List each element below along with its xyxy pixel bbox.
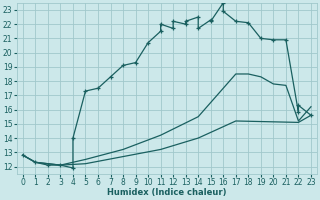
X-axis label: Humidex (Indice chaleur): Humidex (Indice chaleur) [107,188,227,197]
